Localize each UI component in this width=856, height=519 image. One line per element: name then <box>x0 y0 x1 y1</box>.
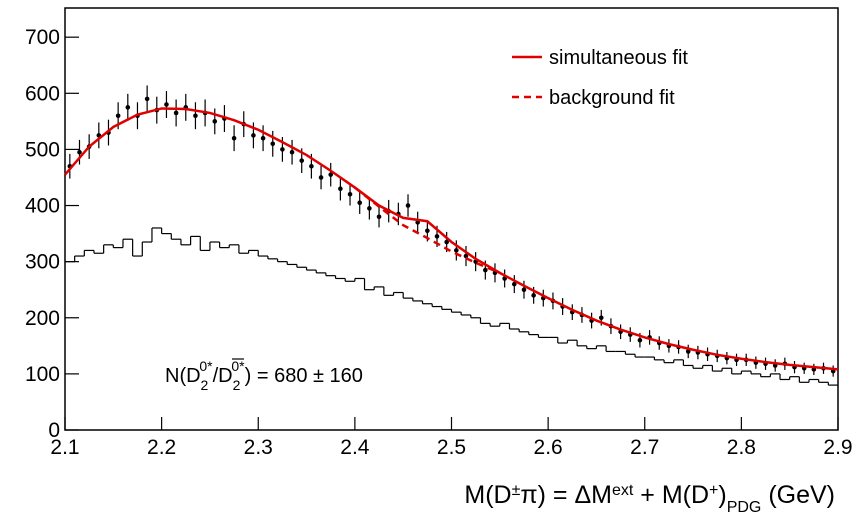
x-label-part: M(D <box>464 481 511 509</box>
x-label-part: (GeV) <box>761 481 835 509</box>
y-tick-label: 0 <box>48 419 60 442</box>
data-point <box>251 133 256 138</box>
data-point <box>434 234 440 239</box>
data-point <box>115 113 121 119</box>
x-label-part: PDG <box>727 499 762 516</box>
fit-line <box>64 107 839 371</box>
data-point <box>328 172 334 177</box>
data-point <box>212 119 218 124</box>
y-tick-label: 500 <box>25 138 60 161</box>
data-point <box>444 239 449 245</box>
data-point <box>463 253 469 259</box>
x-tick-label: 2.1 <box>50 436 79 459</box>
data-point <box>289 149 295 155</box>
data-point <box>512 281 517 287</box>
y-tick-label: 700 <box>25 26 60 49</box>
data-point <box>376 214 382 220</box>
x-label-part: + M(D <box>633 481 709 509</box>
data-point <box>144 96 150 102</box>
data-point <box>270 141 276 147</box>
x-axis-label: M(D±π) = ΔMext + M(D+)PDG (GeV) <box>464 481 835 516</box>
data-point <box>231 135 237 141</box>
data-point <box>125 105 131 110</box>
y-tick-label: 600 <box>25 82 60 105</box>
annotation-part: 0* <box>199 358 213 374</box>
annotation-part: ) = 680 ± 160 <box>245 365 363 387</box>
data-point <box>367 206 372 211</box>
annotation-part: D <box>218 365 232 387</box>
x-tick-label: 2.9 <box>823 436 852 459</box>
annotation-part: / <box>213 365 219 387</box>
data-point <box>454 248 459 253</box>
x-tick-label: 2.8 <box>727 436 756 459</box>
x-tick-label: 2.7 <box>630 436 659 459</box>
x-label-part: π) = ΔM <box>520 481 612 509</box>
legend-label: simultaneous fit <box>549 47 688 69</box>
data-point <box>260 135 266 141</box>
data-point <box>598 315 604 321</box>
annotation: N(D20*/D20*) = 680 ± 160 <box>165 358 363 393</box>
x-tick-label: 2.6 <box>534 436 563 459</box>
data-point <box>521 287 527 293</box>
data-point <box>347 192 353 197</box>
data-point <box>483 267 488 273</box>
data-point <box>531 293 536 298</box>
data-point <box>338 186 343 191</box>
data-point <box>299 158 305 163</box>
data-point <box>318 175 324 180</box>
annotation-part: 2 <box>201 377 209 393</box>
y-tick-label: 100 <box>25 363 60 386</box>
annotation-part: N(D <box>165 365 201 387</box>
legend-label: background fit <box>549 87 675 109</box>
x-label-part: ext <box>612 482 634 499</box>
x-tick-label: 2.5 <box>437 436 466 459</box>
annotation-part: 2 <box>233 377 241 393</box>
x-tick-label: 2.3 <box>244 436 273 459</box>
data-point <box>685 349 691 354</box>
y-tick-label: 300 <box>25 251 60 274</box>
data-point <box>425 228 430 234</box>
data-point <box>280 147 285 152</box>
x-label-part: ) <box>718 481 726 509</box>
data-point <box>309 163 314 169</box>
x-label-part: + <box>709 482 718 499</box>
data-point <box>164 102 169 107</box>
y-tick-label: 200 <box>25 307 60 330</box>
data-point <box>77 149 82 155</box>
histogram-riser <box>74 227 829 386</box>
data-point <box>357 200 363 206</box>
y-tick-label: 400 <box>25 195 60 218</box>
data-point <box>173 110 179 116</box>
x-tick-label: 2.4 <box>340 436 370 459</box>
annotation-part: 0* <box>231 358 245 374</box>
x-tick-label: 2.2 <box>147 436 176 459</box>
x-label-part: ± <box>512 482 521 499</box>
data-point <box>405 203 411 208</box>
data-point <box>193 113 198 119</box>
data-point <box>637 337 643 343</box>
